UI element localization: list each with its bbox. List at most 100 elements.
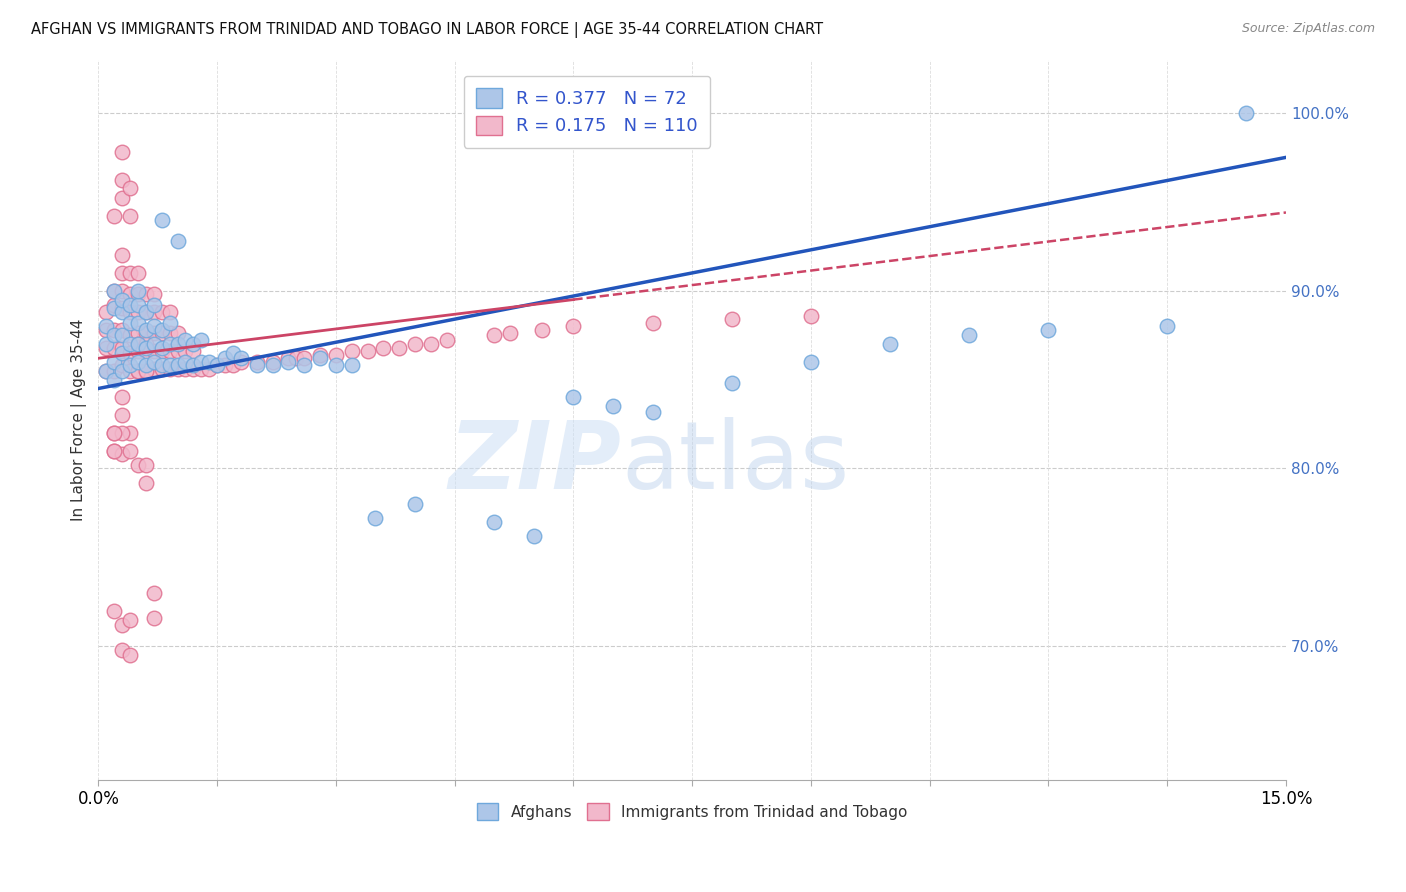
- Point: [127, 355, 149, 369]
- Point: [142, 298, 165, 312]
- Point: [135, 337, 157, 351]
- Point: [127, 458, 149, 472]
- Point: [127, 266, 149, 280]
- Point: [96, 364, 118, 378]
- Point: [246, 355, 269, 369]
- Point: [111, 364, 134, 378]
- Point: [222, 346, 245, 360]
- Point: [222, 359, 245, 373]
- Point: [111, 266, 134, 280]
- Point: [142, 326, 165, 341]
- Point: [309, 351, 332, 366]
- Point: [135, 305, 157, 319]
- Point: [135, 364, 157, 378]
- Point: [150, 341, 173, 355]
- Point: [166, 362, 188, 376]
- Point: [118, 209, 141, 223]
- Point: [562, 390, 585, 404]
- Point: [159, 344, 181, 359]
- Point: [111, 301, 134, 316]
- Point: [135, 326, 157, 341]
- Point: [111, 346, 134, 360]
- Point: [135, 305, 157, 319]
- Point: [229, 355, 252, 369]
- Point: [103, 284, 125, 298]
- Point: [183, 359, 205, 373]
- Point: [103, 355, 125, 369]
- Point: [166, 326, 188, 341]
- Point: [484, 515, 506, 529]
- Point: [292, 351, 315, 366]
- Point: [127, 298, 149, 312]
- Point: [150, 305, 173, 319]
- Point: [142, 586, 165, 600]
- Point: [800, 309, 823, 323]
- Point: [1038, 323, 1060, 337]
- Point: [150, 359, 173, 373]
- Point: [135, 458, 157, 472]
- Point: [285, 351, 308, 366]
- Point: [135, 323, 157, 337]
- Point: [404, 337, 426, 351]
- Point: [159, 362, 181, 376]
- Point: [404, 497, 426, 511]
- Point: [214, 359, 236, 373]
- Point: [135, 359, 157, 373]
- Point: [174, 344, 197, 359]
- Point: [190, 355, 212, 369]
- Point: [166, 344, 188, 359]
- Point: [436, 334, 458, 348]
- Point: [309, 348, 332, 362]
- Point: [1234, 106, 1257, 120]
- Point: [205, 359, 228, 373]
- Point: [957, 328, 980, 343]
- Point: [198, 355, 221, 369]
- Point: [111, 323, 134, 337]
- Point: [103, 341, 125, 355]
- Point: [118, 316, 141, 330]
- Point: [111, 248, 134, 262]
- Point: [127, 364, 149, 378]
- Point: [103, 604, 125, 618]
- Point: [166, 337, 188, 351]
- Point: [118, 337, 141, 351]
- Point: [641, 404, 664, 418]
- Point: [150, 344, 173, 359]
- Point: [96, 305, 118, 319]
- Point: [388, 341, 411, 355]
- Point: [118, 648, 141, 662]
- Point: [111, 293, 134, 307]
- Point: [111, 408, 134, 422]
- Text: ZIP: ZIP: [449, 417, 621, 508]
- Point: [127, 305, 149, 319]
- Point: [118, 346, 141, 360]
- Y-axis label: In Labor Force | Age 35-44: In Labor Force | Age 35-44: [72, 318, 87, 521]
- Point: [562, 319, 585, 334]
- Point: [166, 234, 188, 248]
- Point: [879, 337, 901, 351]
- Point: [174, 334, 197, 348]
- Point: [150, 362, 173, 376]
- Point: [135, 287, 157, 301]
- Point: [1156, 319, 1178, 334]
- Point: [127, 326, 149, 341]
- Point: [277, 351, 299, 366]
- Point: [127, 337, 149, 351]
- Point: [174, 355, 197, 369]
- Point: [135, 475, 157, 490]
- Point: [118, 328, 141, 343]
- Point: [111, 425, 134, 440]
- Point: [96, 323, 118, 337]
- Point: [150, 323, 173, 337]
- Point: [111, 305, 134, 319]
- Point: [190, 334, 212, 348]
- Point: [103, 425, 125, 440]
- Point: [183, 337, 205, 351]
- Point: [499, 326, 522, 341]
- Point: [262, 355, 284, 369]
- Point: [118, 613, 141, 627]
- Point: [103, 209, 125, 223]
- Point: [190, 362, 212, 376]
- Point: [641, 316, 664, 330]
- Point: [111, 145, 134, 159]
